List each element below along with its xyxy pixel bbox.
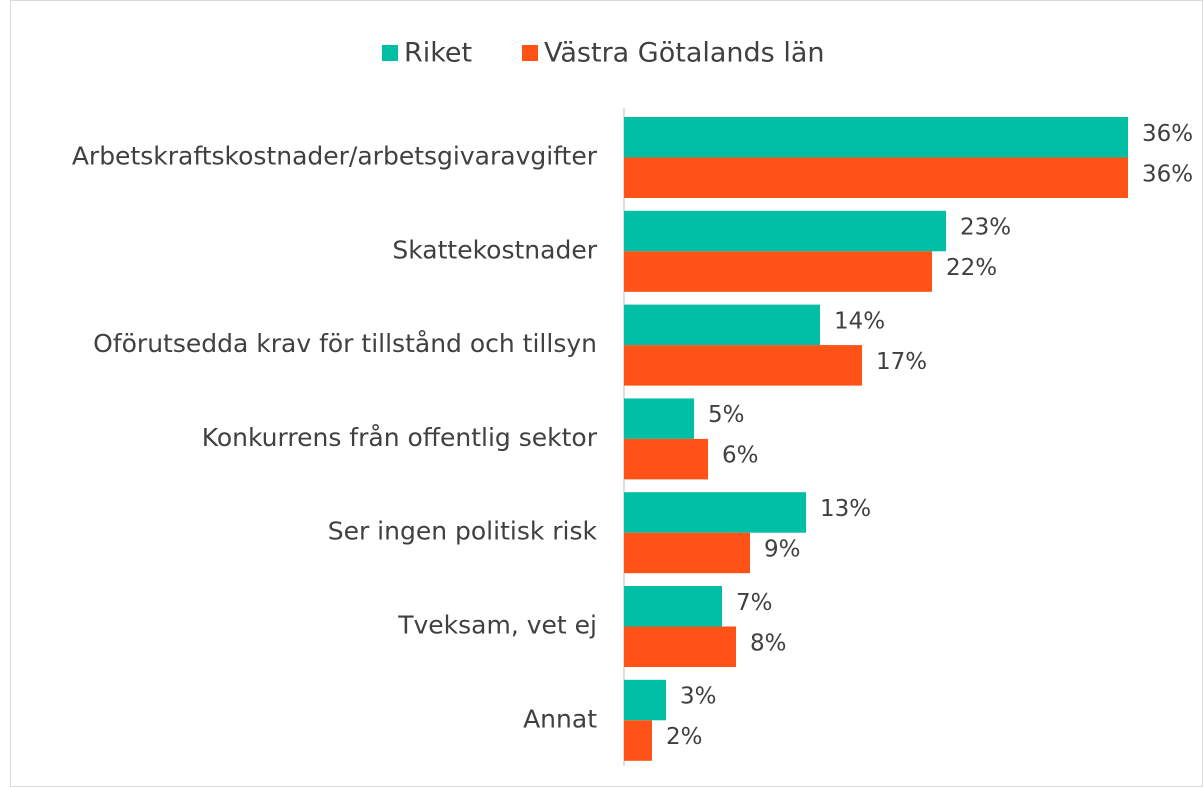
category-label: Tveksam, vet ej — [397, 611, 597, 640]
legend-swatch — [382, 45, 398, 61]
bar — [624, 438, 708, 480]
legend-swatch — [522, 45, 538, 61]
bar — [624, 532, 750, 574]
category-label: Skattekostnader — [392, 235, 597, 264]
bar — [624, 304, 820, 346]
legend-label: Västra Götalands län — [544, 38, 824, 69]
bar — [624, 720, 652, 761]
bar — [624, 586, 722, 627]
value-label: 36% — [1142, 121, 1193, 147]
value-label: 14% — [834, 308, 885, 334]
value-label: 2% — [666, 724, 703, 750]
category-label: Ser ingen politisk risk — [328, 517, 598, 546]
bar — [624, 210, 946, 252]
legend-label: Riket — [404, 38, 472, 69]
bar — [624, 492, 806, 533]
value-label: 13% — [820, 496, 871, 522]
value-label: 9% — [764, 536, 801, 562]
bar — [624, 345, 862, 386]
value-label: 23% — [960, 215, 1011, 241]
category-label: Oförutsedda krav för tillstånd och tills… — [93, 329, 597, 358]
value-label: 17% — [876, 349, 927, 375]
value-label: 36% — [1142, 161, 1193, 187]
category-label: Annat — [523, 704, 597, 733]
bar — [624, 157, 1128, 198]
category-label: Konkurrens från offentlig sektor — [202, 423, 598, 452]
value-label: 22% — [946, 255, 997, 281]
bar — [624, 679, 666, 721]
bar — [624, 398, 694, 439]
bar — [624, 251, 932, 292]
value-label: 7% — [736, 590, 773, 616]
value-label: 6% — [722, 443, 759, 469]
category-label: Arbetskraftskostnader/arbetsgivaravgifte… — [72, 142, 598, 171]
value-label: 5% — [708, 402, 745, 428]
bar — [624, 117, 1128, 158]
value-label: 8% — [750, 630, 787, 656]
value-label: 3% — [680, 684, 717, 710]
bar — [624, 626, 736, 667]
